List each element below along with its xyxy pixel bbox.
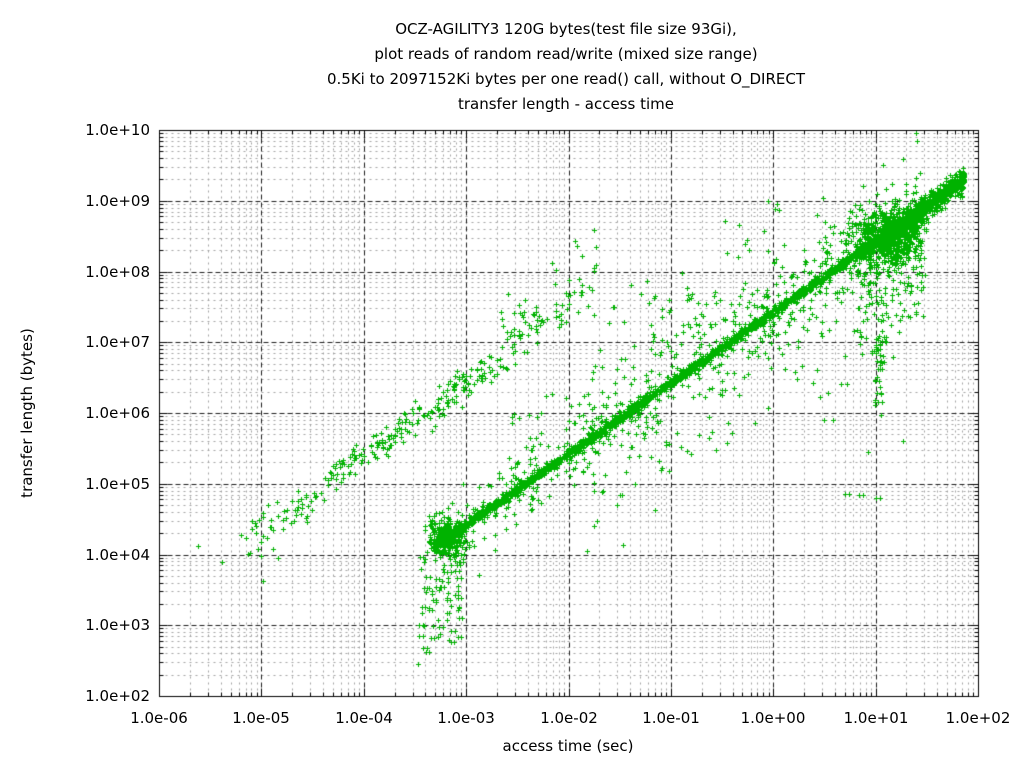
title-line-1: OCZ-AGILITY3 120G bytes(test file size 9… <box>395 20 737 38</box>
y-tick-label: 1.0e+09 <box>85 192 150 210</box>
y-tick-label: 1.0e+06 <box>85 404 150 422</box>
y-tick-label: 1.0e+04 <box>85 546 150 564</box>
x-tick-label: 1.0e+02 <box>945 709 1011 727</box>
x-tick-label: 1.0e-04 <box>335 709 393 727</box>
y-axis-label: transfer length (bytes) <box>18 328 36 498</box>
x-tick-label: 1.0e-03 <box>437 709 495 727</box>
chart-title: OCZ-AGILITY3 120G bytes(test file size 9… <box>110 17 1022 117</box>
title-line-2: plot reads of random read/write (mixed s… <box>374 45 758 63</box>
y-tick-label: 1.0e+07 <box>85 333 150 351</box>
title-line-3: 0.5Ki to 2097152Ki bytes per one read() … <box>326 70 806 88</box>
y-tick-label: 1.0e+02 <box>85 687 150 705</box>
y-tick-label: 1.0e+10 <box>85 121 150 139</box>
x-tick-label: 1.0e-02 <box>540 709 598 727</box>
y-tick-label: 1.0e+08 <box>85 263 150 281</box>
x-tick-label: 1.0e-06 <box>130 709 188 727</box>
y-tick-label: 1.0e+05 <box>85 475 150 493</box>
y-tick-label: 1.0e+03 <box>85 616 150 634</box>
x-tick-label: 1.0e+00 <box>740 709 806 727</box>
title-line-4: transfer length - access time <box>458 95 674 113</box>
x-tick-label: 1.0e-05 <box>232 709 290 727</box>
x-tick-label: 1.0e-01 <box>642 709 700 727</box>
x-tick-label: 1.0e+01 <box>843 709 909 727</box>
x-axis-label: access time (sec) <box>502 737 634 755</box>
